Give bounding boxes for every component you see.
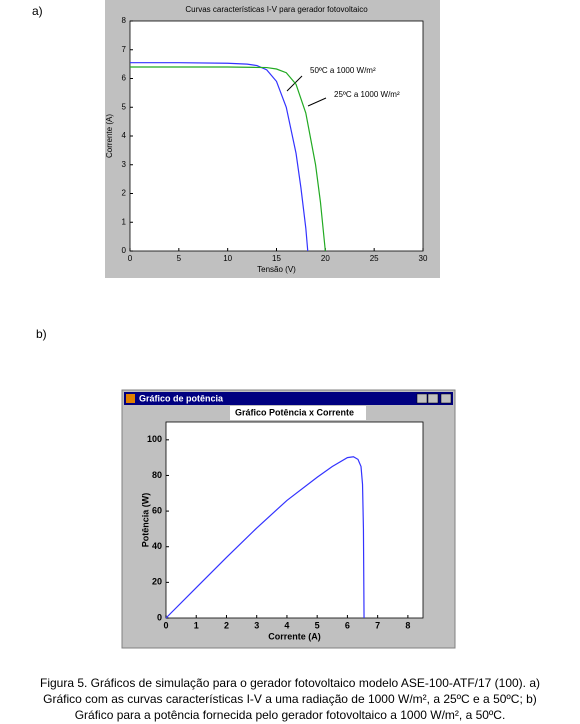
chart-title: Curvas características I-V para gerador … — [185, 5, 368, 14]
x-tick-label: 20 — [321, 254, 330, 263]
minimize-button[interactable] — [416, 393, 428, 404]
y-axis-label: Potência (W) — [140, 493, 150, 548]
y-tick-label: 80 — [152, 470, 162, 480]
x-tick-label: 4 — [284, 620, 289, 630]
panel-label: a) — [32, 4, 43, 18]
series-line — [130, 62, 309, 252]
title-box — [230, 406, 366, 420]
x-tick-label: 8 — [405, 620, 410, 630]
title-bar — [124, 392, 453, 405]
annotation-arrow — [307, 97, 327, 107]
x-tick-label: 2 — [224, 620, 229, 630]
y-tick-label: 60 — [152, 505, 162, 515]
window-buttons — [416, 393, 452, 404]
chart-a: Curvas características I-V para gerador … — [105, 5, 428, 274]
x-tick-label: 3 — [254, 620, 259, 630]
x-tick-label: 5 — [177, 254, 182, 263]
window-title: Gráfico de potência — [139, 393, 224, 403]
x-tick-label: 30 — [419, 254, 428, 263]
y-tick-label: 6 — [122, 74, 127, 83]
annotation-arrow — [286, 75, 303, 92]
x-axis-label: Tensão (V) — [257, 265, 296, 274]
annotation: 50ºC a 1000 W/m² — [310, 66, 376, 75]
caption-line: Gráfico para a potência fornecida pelo g… — [75, 708, 506, 722]
maximize-button[interactable] — [427, 393, 439, 404]
panel-label: b) — [36, 327, 47, 341]
y-tick-label: 1 — [122, 217, 127, 226]
y-tick-label: 7 — [122, 45, 127, 54]
y-tick-label: 0 — [157, 612, 162, 622]
x-tick-label: 1 — [194, 620, 199, 630]
y-tick-label: 3 — [122, 160, 127, 169]
x-tick-label: 0 — [163, 620, 168, 630]
chart-title: Gráfico Potência x Corrente — [235, 407, 354, 417]
y-tick-label: 20 — [152, 577, 162, 587]
y-tick-label: 4 — [122, 131, 127, 140]
x-tick-label: 5 — [315, 620, 320, 630]
chart-b: Gráfico Potência x Corrente Corrente (A) P… — [140, 406, 424, 641]
x-tick-label: 25 — [370, 254, 379, 263]
plot-area — [165, 421, 424, 619]
x-tick-label: 15 — [272, 254, 281, 263]
app-icon — [126, 394, 135, 403]
annotation: 25ºC a 1000 W/m² — [334, 90, 400, 99]
y-tick-label: 0 — [122, 246, 127, 255]
series-line — [130, 66, 326, 252]
x-axis-label: Corrente (A) — [268, 631, 321, 641]
x-tick-label: 0 — [128, 254, 133, 263]
y-tick-label: 2 — [122, 189, 127, 198]
x-tick-label: 10 — [223, 254, 232, 263]
series-line — [165, 456, 365, 619]
x-tick-label: 7 — [375, 620, 380, 630]
y-tick-label: 5 — [122, 102, 127, 111]
y-tick-label: 40 — [152, 541, 162, 551]
y-tick-label: 8 — [122, 16, 127, 25]
y-tick-label: 100 — [147, 434, 162, 444]
plot-area — [129, 20, 424, 252]
caption-line: Gráfico com as curvas características I-… — [43, 692, 537, 706]
caption-line: Figura 5. Gráficos de simulação para o g… — [40, 676, 540, 690]
close-button[interactable] — [440, 393, 452, 404]
x-tick-label: 6 — [345, 620, 350, 630]
y-axis-label: Corrente (A) — [105, 114, 114, 158]
